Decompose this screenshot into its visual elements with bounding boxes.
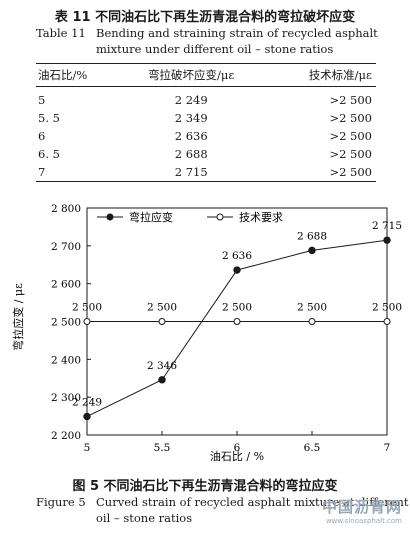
data-label: 2 715: [372, 220, 402, 232]
table-cell: >2 500: [329, 111, 372, 125]
y-axis-ticks: 2 200 2 300 2 400 2 500 2 600 2 700 2 800: [51, 203, 91, 442]
table-header-oil-ratio: 油石比/%: [36, 63, 118, 87]
figure-title-zh: 图 5 不同油石比下再生沥青混合料的弯拉应变: [72, 479, 338, 494]
table-cell: 2 688: [174, 147, 208, 161]
table-title-en: Table 11 Bending and straining strain of…: [36, 25, 406, 57]
table-cell: 2 349: [174, 111, 208, 125]
watermark-brand: 中国沥青网: [321, 498, 402, 516]
table-cell: 6. 5: [38, 147, 60, 161]
data-point: [233, 318, 241, 325]
data-label: 2 249: [72, 396, 102, 408]
table-row: 6 2 636 >2 500: [36, 127, 376, 145]
x-axis-label: 油石比 / %: [210, 449, 264, 463]
chart-legend: 弯拉应变 技术要求: [97, 210, 283, 224]
table-label-en: Table 11: [36, 26, 86, 40]
y-tick-label: 2 400: [51, 354, 81, 366]
data-labels: 2 249 2 346 2 636 2 688 2 715 2 500 2 500 2 500…: [72, 220, 402, 408]
data-point: [308, 318, 316, 325]
table-cell: >2 500: [265, 163, 376, 182]
data-point: [308, 246, 316, 255]
data-point: [383, 236, 391, 244]
data-label: 2 500: [72, 302, 102, 314]
data-label: 2 688: [297, 230, 327, 242]
y-tick-label: 2 800: [51, 203, 81, 215]
x-tick-label: 6.5: [304, 442, 321, 454]
x-tick-label: 5.5: [154, 442, 171, 454]
x-tick-label: 6: [234, 442, 241, 454]
table-cell: 7: [36, 163, 118, 182]
y-tick-label: 2 700: [51, 241, 81, 253]
table-cell: 5. 5: [38, 111, 60, 125]
data-point: [83, 412, 91, 421]
table-caption-text-en: Bending and straining strain of recycled…: [96, 26, 378, 56]
x-tick-label: 7: [384, 442, 391, 454]
table-row: 7 2 715 >2 500: [36, 163, 376, 182]
table-cell: >2 500: [329, 129, 372, 143]
data-point: [383, 318, 391, 325]
data-label: 2 346: [147, 360, 177, 372]
y-axis-label: 弯拉应变 / με: [11, 283, 25, 351]
data-point: [158, 318, 166, 325]
y-tick-label: 2 300: [51, 392, 81, 404]
watermark-logo: 中国沥青网 www.sinoasphalt.com: [322, 496, 402, 525]
table-cell: 2 715: [117, 163, 266, 182]
table-row: 5 2 249 >2 500: [36, 87, 376, 110]
table-cell: 6: [38, 129, 46, 143]
data-label: 2 500: [147, 302, 177, 314]
table-cell: >2 500: [329, 93, 372, 107]
table-header-row: 油石比/% 弯拉破坏应变/με 技术标准/με: [36, 63, 376, 87]
legend-marker: [106, 213, 114, 221]
y-tick-label: 2 600: [51, 279, 81, 291]
table-header-standard: 技术标准/με: [265, 63, 376, 87]
data-label: 2 636: [222, 250, 252, 262]
figure-title-en: Figure 5 Curved strain of recycled aspha…: [36, 494, 409, 528]
data-point: [83, 318, 91, 325]
data-label: 2 500: [222, 302, 252, 314]
table-title-zh: 表 11 不同油石比下再生沥青混合料的弯拉破坏应变: [54, 10, 356, 25]
figure-label-en: Figure 5: [36, 495, 86, 509]
data-label: 2 500: [372, 302, 402, 314]
legend-marker: [216, 213, 224, 221]
table-cell: 2 249: [174, 93, 208, 107]
table-cell: >2 500: [329, 147, 372, 161]
watermark-url: www.sinoasphalt.com: [325, 517, 402, 525]
table-row: 5. 5 2 349 >2 500: [36, 109, 376, 127]
y-tick-label: 2 500: [51, 317, 81, 329]
data-table: 油石比/% 弯拉破坏应变/με 技术标准/με 5 2 249 >2 500 5…: [36, 63, 376, 182]
table-cell: 2 636: [174, 129, 208, 143]
y-tick-label: 2 200: [51, 430, 81, 442]
series-points: [83, 236, 391, 421]
legend-label: 弯拉应变: [129, 210, 173, 224]
table-header-strain: 弯拉破坏应变/με: [117, 63, 266, 87]
table-row: 6. 5 2 688 >2 500: [36, 145, 376, 163]
line-chart: 2 200 2 300 2 400 2 500 2 600 2 700 2 800 5 5.5…: [11, 203, 402, 463]
x-tick-label: 5: [84, 442, 91, 454]
x-axis-ticks: 5 5.5 6 6.5 7: [84, 431, 391, 454]
figure-caption-text-en: Curved strain of recycled asphalt mixtur…: [96, 495, 409, 525]
legend-label: 技术要求: [239, 211, 283, 224]
table-cell: 5: [38, 93, 46, 107]
data-label: 2 500: [297, 302, 327, 314]
data-point: [233, 266, 241, 274]
data-point: [158, 376, 166, 384]
